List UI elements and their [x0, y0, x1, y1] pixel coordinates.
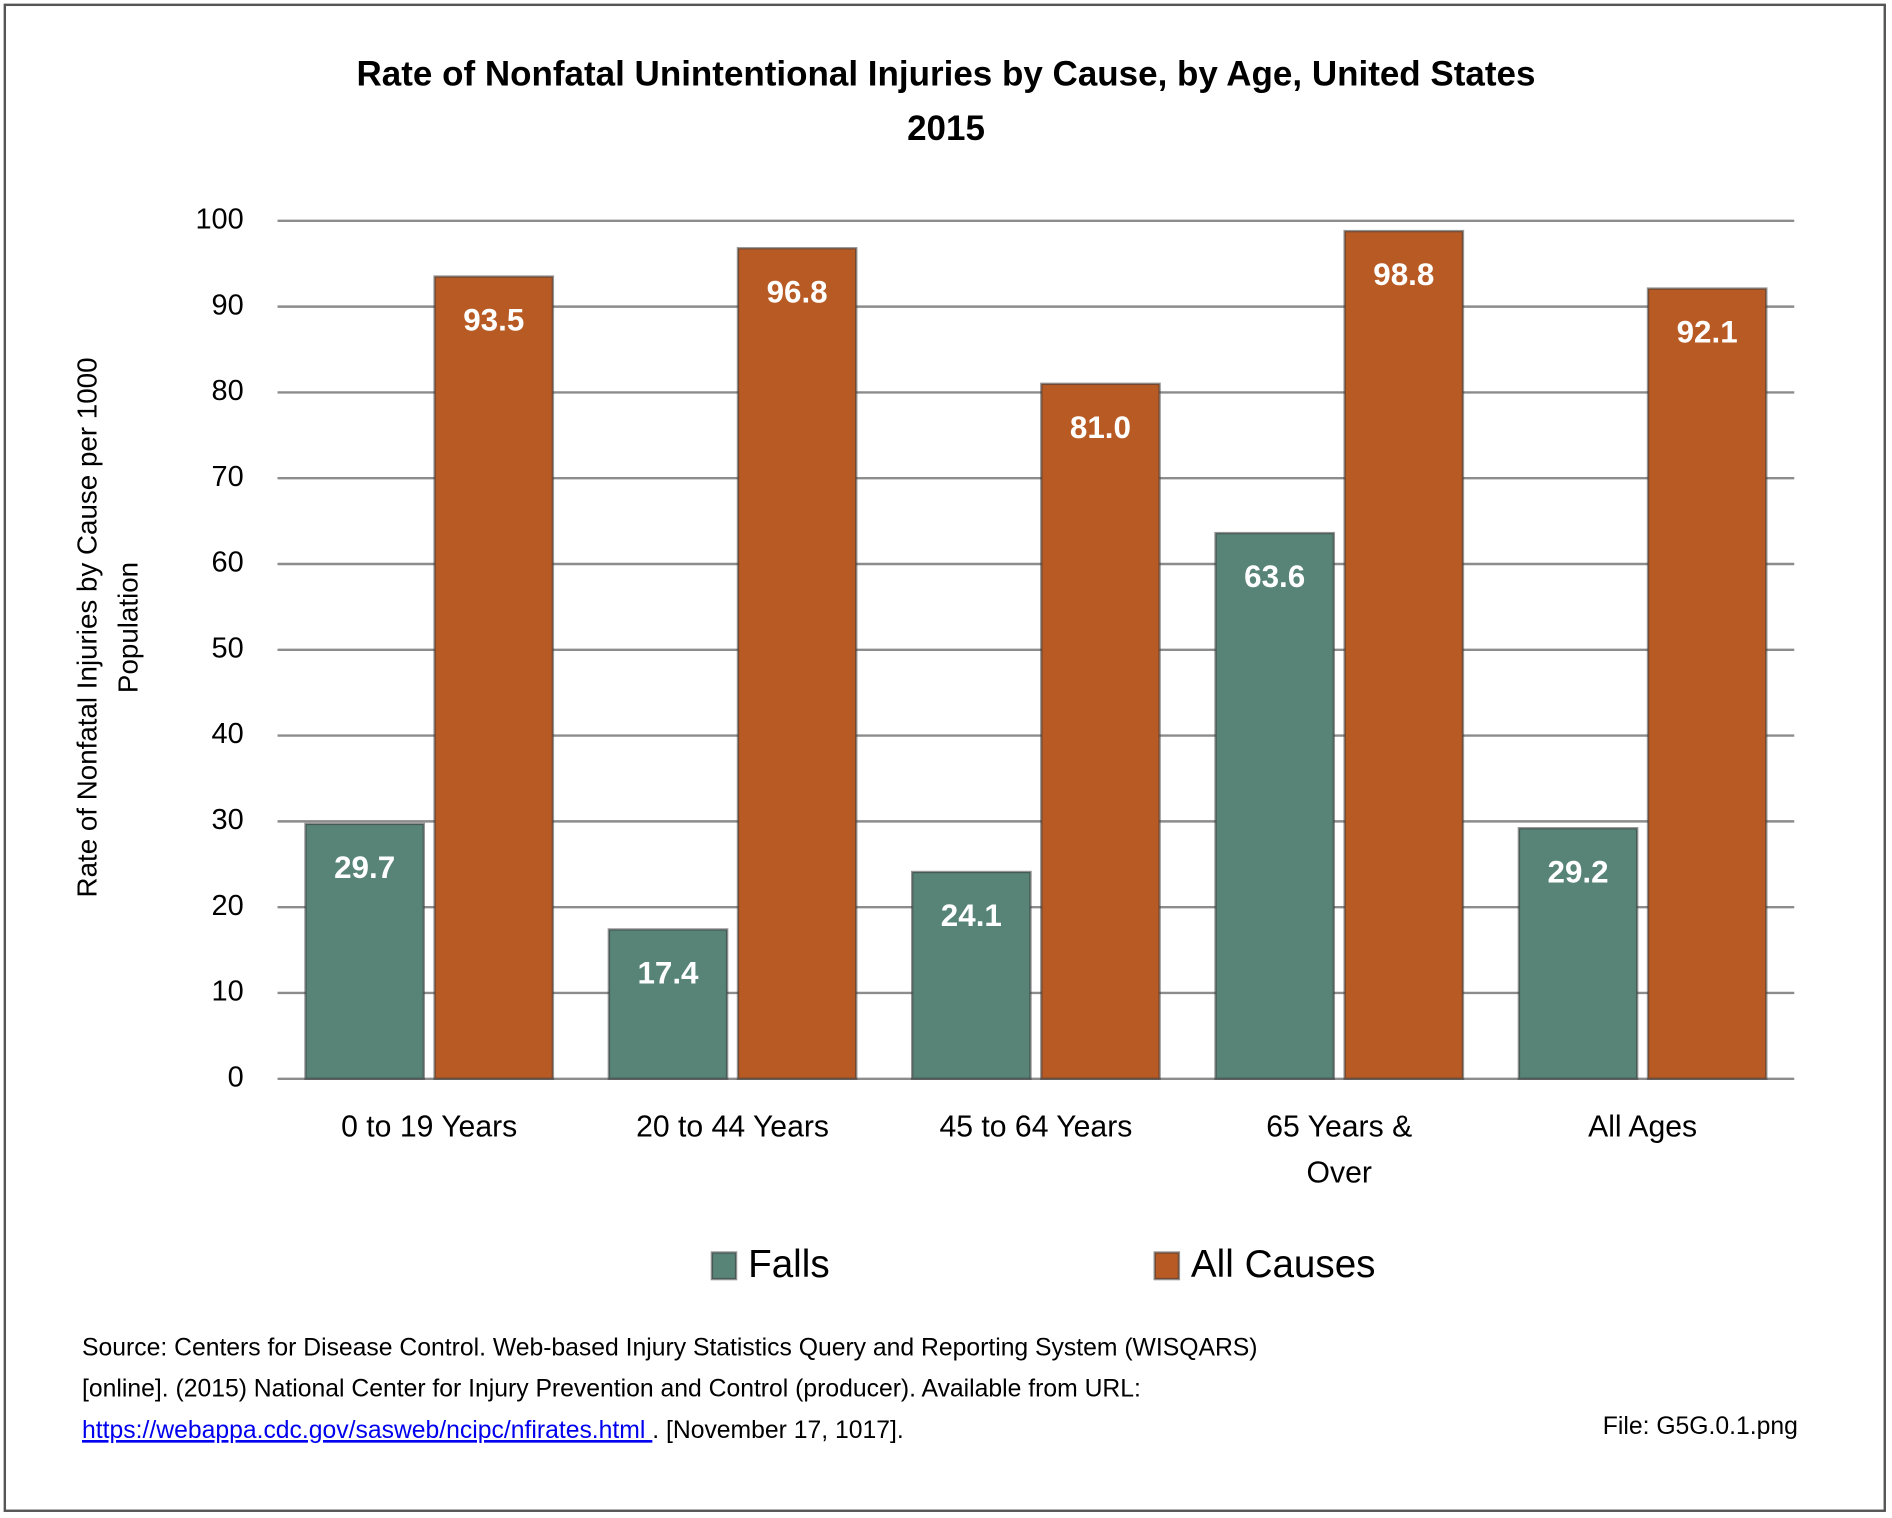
x-tick-label-box: 20 to 44 Years: [636, 1110, 829, 1144]
bar: [736, 247, 858, 1080]
x-tick-label: 65 Years & Over: [1266, 1110, 1413, 1190]
bar: [607, 928, 729, 1080]
source-line: Source: Centers for Disease Control. Web…: [82, 1335, 1257, 1362]
chart-title: Rate of Nonfatal Unintentional Injuries …: [356, 55, 1536, 149]
y-axis-label: Rate of Nonfatal Injuries by Cause per 1…: [71, 357, 144, 898]
value-label: 63.6: [1244, 559, 1305, 594]
source-line: [online]. (2015) National Center for Inj…: [82, 1376, 1141, 1403]
value-label: 92.1: [1677, 315, 1738, 350]
legend-swatch: [1153, 1251, 1181, 1281]
value-label: 96.8: [767, 274, 828, 309]
y-tick-label: 60: [212, 547, 244, 579]
y-axis-label-box: Rate of Nonfatal Injuries by Cause per 1…: [71, 357, 144, 898]
legend-swatch: [710, 1251, 738, 1281]
y-tick-label: 0: [228, 1061, 244, 1093]
frame: [3, 3, 1886, 1512]
source-link-text[interactable]: https://webappa.cdc.gov/sasweb/ncipc/nfi…: [82, 1417, 652, 1444]
y-tick-label: 50: [212, 632, 244, 664]
bar: [1040, 382, 1161, 1080]
x-tick-label-box: 45 to 64 Years: [939, 1110, 1133, 1144]
x-tick-label-box: 65 Years & Over: [1266, 1110, 1413, 1190]
value-label: 24.1: [941, 898, 1002, 933]
legend-label: All Causes: [1191, 1243, 1376, 1286]
x-tick-label: 20 to 44 Years: [636, 1110, 829, 1144]
bar: [1646, 287, 1768, 1080]
x-tick-label: 0 to 19 Years: [341, 1110, 518, 1144]
y-tick-label: 40: [212, 718, 244, 750]
bar: [304, 822, 425, 1080]
source-line: https://webappa.cdc.gov/sasweb/ncipc/nfi…: [82, 1417, 904, 1444]
y-tick-label: 10: [212, 976, 244, 1008]
value-label: 93.5: [463, 303, 524, 338]
x-tick-label-box: All Ages: [1588, 1110, 1698, 1144]
value-label: 29.7: [334, 850, 395, 885]
bar: [911, 870, 1032, 1080]
x-tick-label-box: 0 to 19 Years: [341, 1110, 518, 1144]
value-label: 29.2: [1548, 854, 1609, 889]
source-link[interactable]: https://webappa.cdc.gov/sasweb/ncipc/nfi…: [82, 1417, 652, 1444]
value-label: 81.0: [1070, 410, 1131, 445]
bar: [1517, 827, 1639, 1080]
y-tick-label: 20: [212, 890, 244, 922]
bar: [1214, 531, 1336, 1080]
y-tick-label: 70: [212, 461, 244, 493]
y-tick-label: 30: [212, 804, 244, 836]
chart-title-box: Rate of Nonfatal Unintentional Injuries …: [356, 55, 1536, 149]
file-name: File: G5G.0.1.png: [1603, 1413, 1798, 1440]
legend-label: Falls: [748, 1243, 830, 1286]
bar: [1343, 229, 1465, 1080]
value-label: 98.8: [1373, 257, 1434, 292]
x-tick-label: 45 to 64 Years: [939, 1110, 1133, 1144]
bar: [433, 275, 555, 1080]
y-tick-label: 90: [212, 289, 244, 321]
source-date: . [November 17, 1017].: [652, 1417, 903, 1444]
y-tick-label: 80: [212, 375, 244, 407]
value-label: 17.4: [637, 956, 699, 991]
x-tick-label: All Ages: [1588, 1110, 1698, 1144]
y-tick-label: 100: [195, 203, 243, 235]
